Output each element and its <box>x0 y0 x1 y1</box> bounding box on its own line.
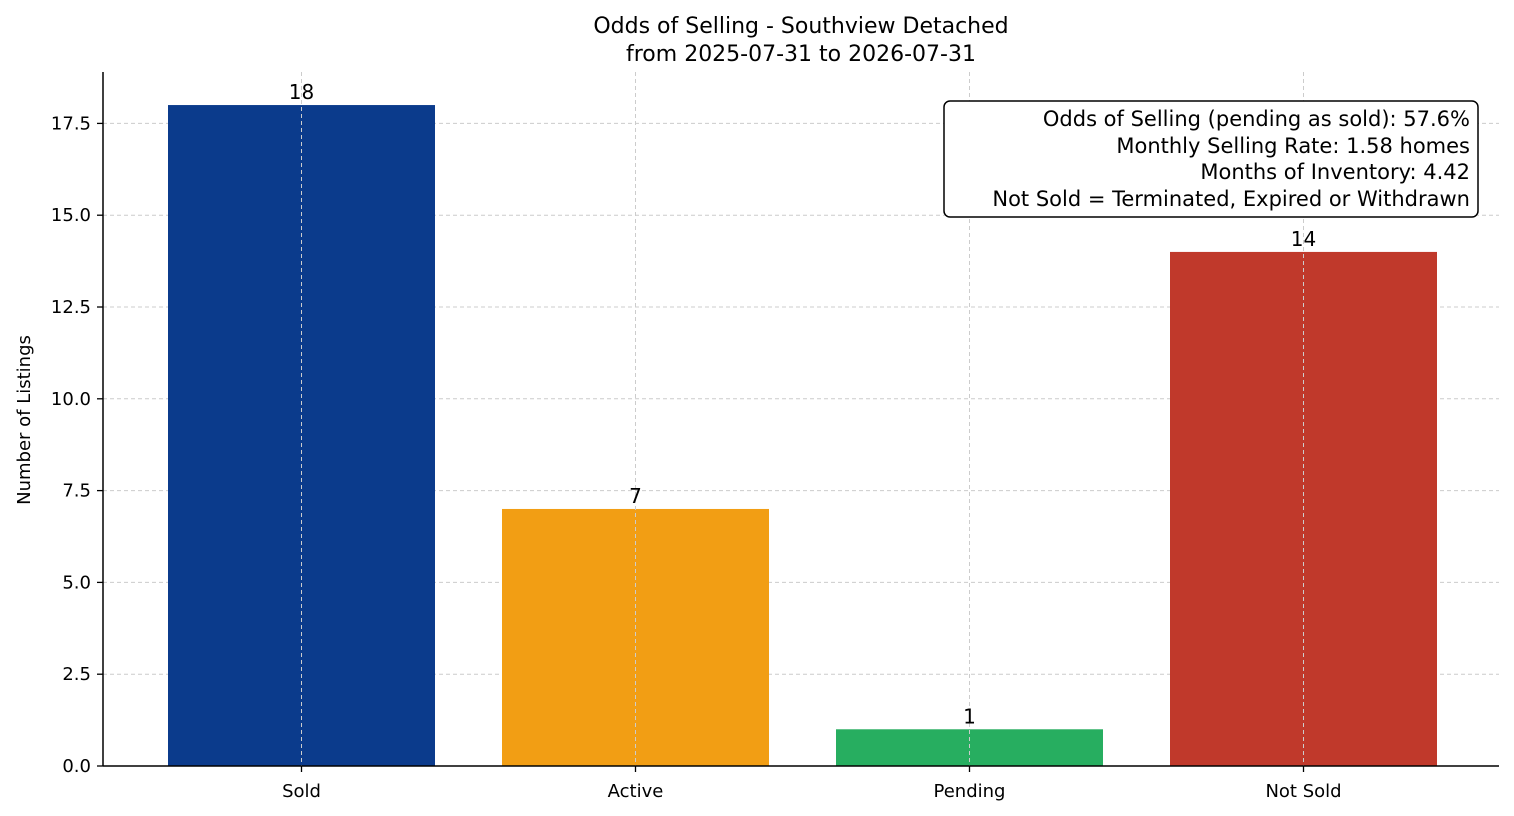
stats-not-sold-definition: Not Sold = Terminated, Expired or Withdr… <box>992 187 1470 211</box>
y-tick-label: 0.0 <box>62 756 91 777</box>
chart-subtitle: from 2025-07-31 to 2026-07-31 <box>626 42 976 67</box>
stats-box: Odds of Selling (pending as sold): 57.6%… <box>943 100 1479 218</box>
y-tick-label: 12.5 <box>51 297 91 318</box>
x-tick-label-sold: Sold <box>282 781 321 802</box>
bar-active <box>502 508 769 766</box>
stats-odds-of-selling: Odds of Selling (pending as sold): 57.6% <box>1043 107 1470 131</box>
x-tick-label-pending: Pending <box>934 781 1006 802</box>
data-labels: 18 7 1 14 <box>289 80 1316 728</box>
y-axis-label: Number of Listings <box>14 335 35 505</box>
chart-title: Odds of Selling - Southview Detached <box>593 14 1008 39</box>
y-tick-label: 2.5 <box>62 664 91 685</box>
data-label-not-sold: 14 <box>1291 227 1316 251</box>
y-tick-label: 17.5 <box>51 113 91 134</box>
y-tick-label: 7.5 <box>62 481 91 502</box>
stats-monthly-selling-rate: Monthly Selling Rate: 1.58 homes <box>1116 134 1470 158</box>
y-axis-ticks: 0.0 2.5 5.0 7.5 10.0 12.5 15.0 17.5 <box>51 113 103 777</box>
bar-sold <box>168 105 435 767</box>
y-tick-label: 10.0 <box>51 389 91 410</box>
data-label-active: 7 <box>629 484 642 508</box>
data-label-pending: 1 <box>963 704 976 728</box>
stats-box-frame <box>943 100 1479 218</box>
x-tick-label-not-sold: Not Sold <box>1265 781 1341 802</box>
x-axis-ticks: Sold Active Pending Not Sold <box>282 766 1342 802</box>
y-tick-label: 15.0 <box>51 205 91 226</box>
y-tick-label: 5.0 <box>62 572 91 593</box>
stats-months-of-inventory: Months of Inventory: 4.42 <box>1200 160 1470 184</box>
x-tick-label-active: Active <box>608 781 664 802</box>
data-label-sold: 18 <box>289 80 314 104</box>
